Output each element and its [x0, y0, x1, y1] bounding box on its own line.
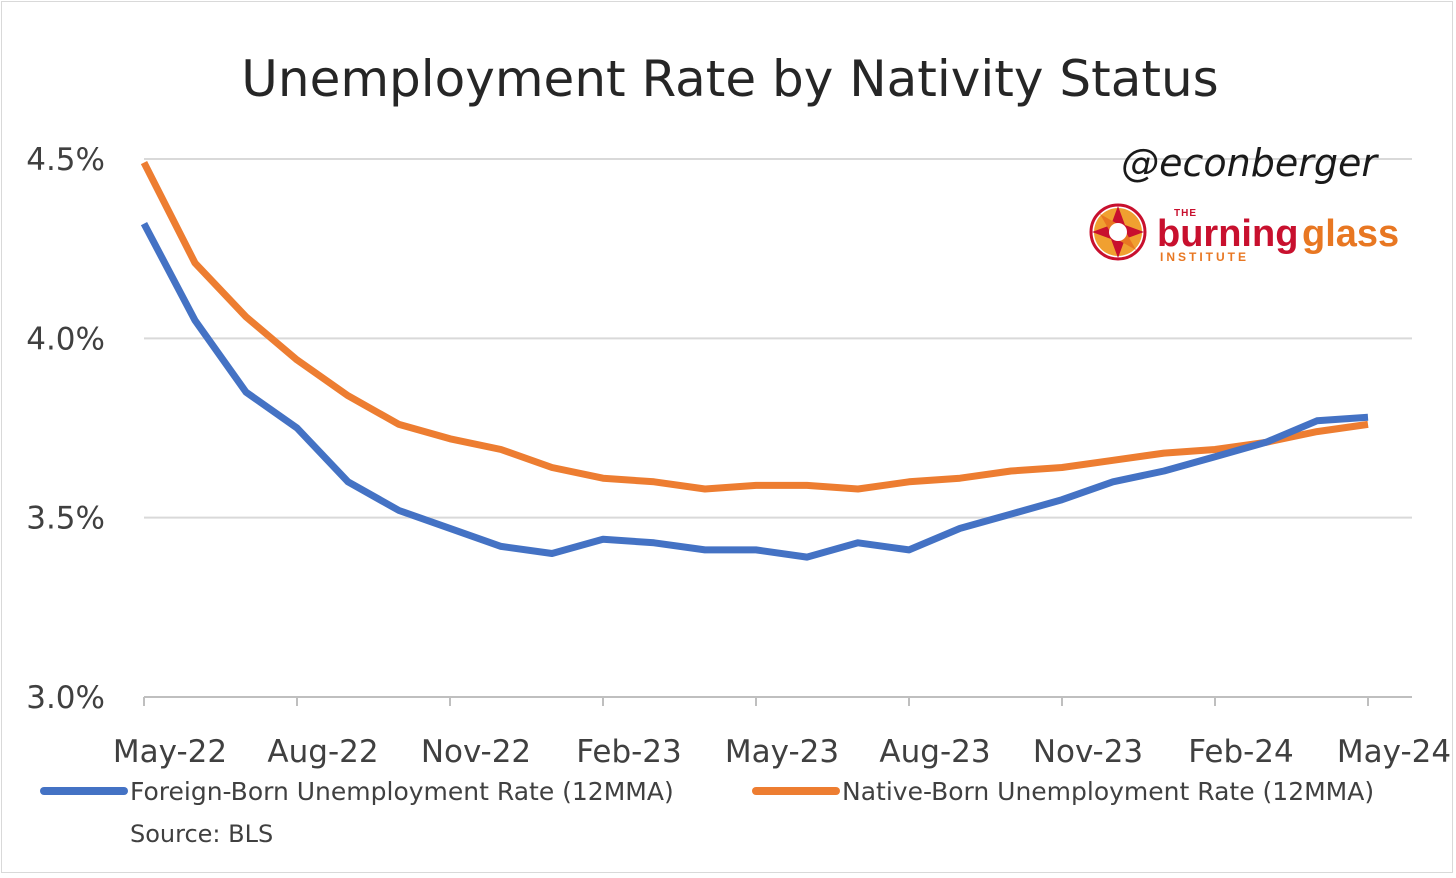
x-axis: May-22 Aug-22 Nov-22 Feb-23 May-23 Aug-23 Nov-…	[113, 697, 1451, 770]
y-tick-label: 3.5%	[26, 501, 105, 537]
series-lines	[140, 161, 1369, 561]
chart-title: Unemployment Rate by Nativity Status	[241, 50, 1218, 108]
svg-text:burning: burning	[1157, 213, 1298, 255]
y-tick-label: 4.0%	[26, 321, 105, 357]
x-tick-label: Aug-22	[267, 734, 378, 770]
burning-glass-logo: THE burning glass INSTITUTE	[1089, 203, 1399, 264]
x-tick-label: Feb-23	[576, 734, 682, 770]
x-tick-label: May-22	[113, 734, 227, 770]
x-tick-label: Nov-23	[1033, 734, 1143, 770]
series-line-native-born	[140, 161, 1369, 493]
svg-text:THE: THE	[1174, 208, 1197, 219]
legend: Foreign-Born Unemployment Rate (12MMA) N…	[40, 777, 1374, 806]
legend-label-native-born: Native-Born Unemployment Rate (12MMA)	[842, 777, 1374, 806]
gridlines	[144, 158, 1412, 698]
source-note: Source: BLS	[130, 820, 273, 848]
sunburst-icon	[1089, 203, 1147, 261]
x-tick-label: Nov-22	[421, 734, 531, 770]
author-handle: @econberger	[1121, 141, 1379, 185]
series-line-foreign-born	[140, 221, 1369, 561]
x-tick-label: Aug-23	[879, 734, 990, 770]
x-tick-label: Feb-24	[1188, 734, 1294, 770]
svg-text:glass: glass	[1302, 213, 1399, 255]
y-tick-label: 4.5%	[26, 142, 105, 178]
svg-text:INSTITUTE: INSTITUTE	[1160, 250, 1249, 264]
x-tick-label: May-24	[1337, 734, 1451, 770]
legend-label-foreign-born: Foreign-Born Unemployment Rate (12MMA)	[130, 777, 674, 806]
y-axis-ticks: 3.0% 3.5% 4.0% 4.5%	[26, 142, 105, 716]
x-tick-label: May-23	[725, 734, 839, 770]
y-tick-label: 3.0%	[26, 680, 105, 716]
